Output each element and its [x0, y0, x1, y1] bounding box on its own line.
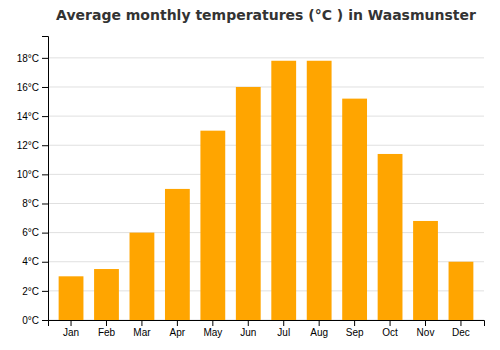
tick-mark	[177, 320, 178, 326]
grid-line	[48, 174, 484, 175]
bar	[271, 61, 296, 320]
tick: 2°C	[22, 286, 48, 297]
tick: Jul	[277, 320, 290, 338]
bar	[165, 189, 190, 320]
tick-mark	[42, 174, 48, 175]
axis-line	[49, 321, 485, 327]
tick-mark	[319, 320, 320, 326]
tick-label: 12°C	[17, 140, 39, 151]
bars	[59, 61, 474, 320]
bar	[378, 154, 403, 320]
y-axis: 0°C 2°C 4°C 6°C 8°C 10°C 12°C 14°C 16°C 18°C	[17, 37, 49, 326]
bar	[130, 233, 155, 320]
tick-label: 10°C	[17, 169, 39, 180]
tick: 12°C	[17, 140, 48, 151]
tick-label: Jun	[240, 327, 256, 338]
tick: Jan	[63, 320, 79, 338]
bar	[342, 99, 367, 320]
tick: 10°C	[17, 169, 48, 180]
tick: Mar	[133, 320, 151, 338]
tick-mark	[212, 320, 213, 326]
tick: Apr	[170, 320, 186, 338]
tick-mark	[42, 58, 48, 59]
x-axis: Jan Feb Mar Apr May Jun Jul Aug Sep Oct Nov Dec	[49, 320, 485, 338]
grid-line	[48, 57, 484, 58]
tick: Feb	[98, 320, 116, 338]
title: Average monthly temperatures (°C ) in Wa…	[56, 7, 476, 23]
tick: 6°C	[22, 227, 48, 238]
tick-mark	[460, 320, 461, 326]
tick-mark	[425, 320, 426, 326]
tick: 4°C	[22, 256, 48, 267]
grid	[48, 58, 484, 320]
chart: 0°C 2°C 4°C 6°C 8°C 10°C 12°C 14°C 16°C 18°C Jan Fe…	[0, 0, 500, 350]
tick: 16°C	[17, 82, 48, 93]
tick-mark	[390, 320, 391, 326]
tick-label: 18°C	[17, 53, 39, 64]
tick-label: 6°C	[22, 227, 39, 238]
bar	[413, 221, 438, 320]
bar	[94, 269, 119, 320]
tick-mark	[71, 320, 72, 326]
axis-line	[42, 37, 49, 321]
tick-label: Oct	[382, 327, 398, 338]
tick-mark	[42, 145, 48, 146]
grid-line	[48, 86, 484, 87]
tick: Aug	[310, 320, 328, 338]
tick-mark	[141, 320, 142, 326]
tick-label: Jan	[63, 327, 79, 338]
tick-mark	[248, 320, 249, 326]
bar	[200, 131, 225, 320]
tick-mark	[283, 320, 284, 326]
tick: 14°C	[17, 111, 48, 122]
tick-label: Dec	[452, 327, 470, 338]
grid-line	[48, 116, 484, 117]
tick-label: 16°C	[17, 82, 39, 93]
tick-mark	[354, 320, 355, 326]
grid-line	[48, 203, 484, 204]
tick-label: 0°C	[22, 315, 39, 326]
tick: May	[203, 320, 222, 338]
tick-mark	[106, 320, 107, 326]
tick-label: May	[203, 327, 222, 338]
tick-mark	[42, 203, 48, 204]
tick-mark	[42, 262, 48, 263]
bar	[307, 61, 332, 320]
tick-label: Sep	[346, 327, 364, 338]
tick-mark	[42, 87, 48, 88]
grid-line	[48, 145, 484, 146]
tick-label: 2°C	[22, 286, 39, 297]
tick-label: 14°C	[17, 111, 39, 122]
tick-mark	[42, 320, 48, 321]
tick-label: Aug	[310, 327, 328, 338]
tick-label: Mar	[133, 327, 151, 338]
tick-label: Apr	[170, 327, 186, 338]
tick: 0°C	[22, 315, 48, 326]
tick-label: Nov	[417, 327, 435, 338]
bar	[236, 87, 261, 320]
tick: 18°C	[17, 53, 48, 64]
tick: Oct	[382, 320, 398, 338]
tick-label: 4°C	[22, 256, 39, 267]
tick-mark	[42, 116, 48, 117]
tick: Jun	[240, 320, 256, 338]
tick-label: Jul	[277, 327, 290, 338]
bar	[449, 262, 474, 320]
tick-label: 8°C	[22, 198, 39, 209]
tick-mark	[42, 233, 48, 234]
tick: Dec	[452, 320, 470, 338]
tick-mark	[42, 291, 48, 292]
tick: Sep	[346, 320, 364, 338]
plot: 0°C 2°C 4°C 6°C 8°C 10°C 12°C 14°C 16°C 18°C Jan Fe…	[17, 37, 485, 339]
tick-label: Feb	[98, 327, 116, 338]
bar	[59, 276, 84, 320]
tick: Nov	[417, 320, 435, 338]
tick: 8°C	[22, 198, 48, 209]
